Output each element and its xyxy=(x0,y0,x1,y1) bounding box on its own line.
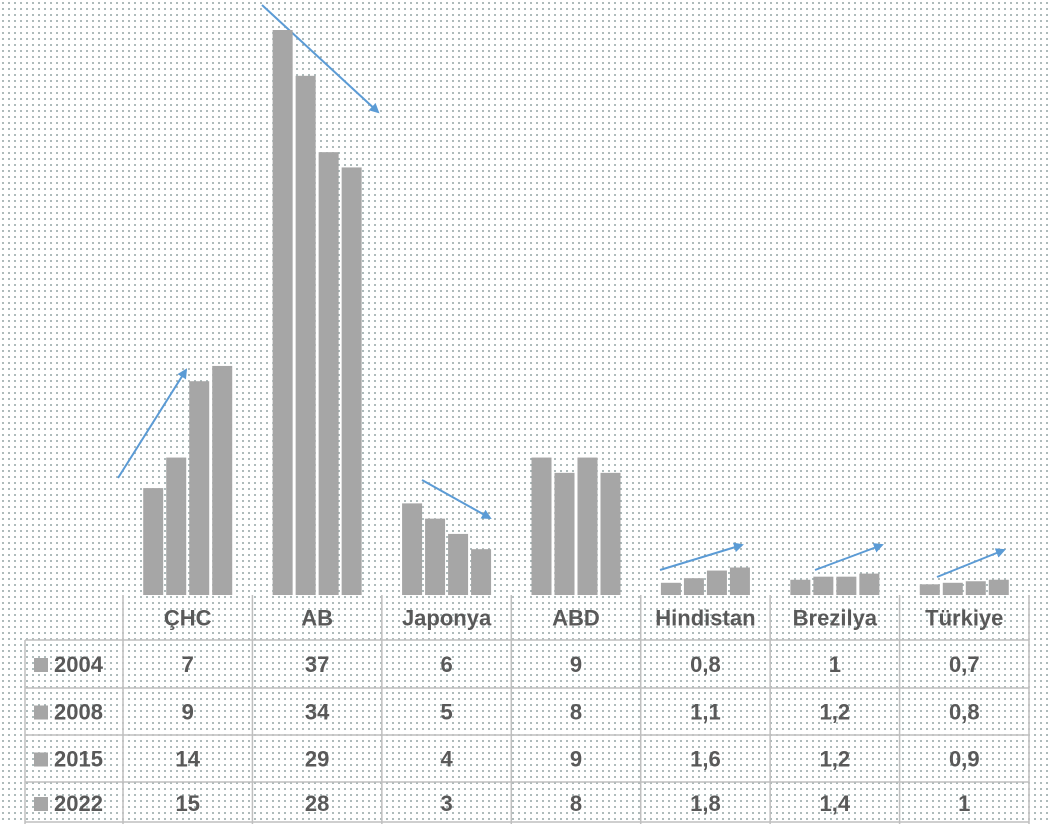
bar xyxy=(729,567,750,595)
category-label: ÇHC xyxy=(164,605,212,630)
value-label: 1,8 xyxy=(690,791,721,816)
trend-arrows xyxy=(117,4,1006,578)
value-label: 8 xyxy=(570,791,582,816)
bar xyxy=(318,152,339,595)
legend-swatch xyxy=(34,658,48,672)
bar xyxy=(706,570,727,595)
bar xyxy=(919,584,940,595)
bar xyxy=(859,573,880,595)
bar xyxy=(554,472,575,595)
value-label: 0,7 xyxy=(949,652,980,677)
bar xyxy=(683,578,704,595)
legend-label: 2008 xyxy=(54,699,103,724)
value-label: 9 xyxy=(182,699,194,724)
legend-swatch xyxy=(34,797,48,811)
bar xyxy=(212,365,233,595)
bar xyxy=(600,472,621,595)
legend-swatch xyxy=(34,752,48,767)
value-label: 9 xyxy=(570,746,582,771)
value-label: 1 xyxy=(958,791,970,816)
value-label: 4 xyxy=(440,746,453,771)
bar xyxy=(471,549,492,595)
bar xyxy=(577,457,598,595)
value-label: 9 xyxy=(570,652,582,677)
legend-label: 2004 xyxy=(54,652,104,677)
value-label: 14 xyxy=(175,746,200,771)
bar xyxy=(189,381,210,595)
value-label: 8 xyxy=(570,699,582,724)
value-label: 5 xyxy=(440,699,452,724)
value-label: 3 xyxy=(440,791,452,816)
value-label: 29 xyxy=(305,746,329,771)
bar xyxy=(341,167,362,595)
category-label: AB xyxy=(301,605,333,630)
value-label: 0,8 xyxy=(690,652,721,677)
value-label: 37 xyxy=(305,652,329,677)
value-label: 0,9 xyxy=(949,746,980,771)
bar xyxy=(143,488,164,595)
value-label: 1,1 xyxy=(690,699,721,724)
bar xyxy=(942,582,963,595)
bar xyxy=(166,457,187,595)
value-label: 6 xyxy=(440,652,452,677)
category-label: Brezilya xyxy=(793,605,878,630)
bar xyxy=(790,579,811,595)
value-label: 1,2 xyxy=(820,699,851,724)
value-label: 1 xyxy=(829,652,841,677)
bar xyxy=(448,533,469,595)
bar xyxy=(988,579,1009,595)
bar xyxy=(272,30,293,595)
legend-label: 2015 xyxy=(54,746,103,771)
value-label: 1,6 xyxy=(690,746,721,771)
bar xyxy=(836,576,857,595)
legend-swatch xyxy=(34,705,48,720)
value-label: 15 xyxy=(175,791,199,816)
value-label: 1,4 xyxy=(820,791,851,816)
bar xyxy=(531,457,552,595)
bar xyxy=(965,581,986,595)
legend-label: 2022 xyxy=(54,791,103,816)
bar xyxy=(813,576,834,595)
value-label: 34 xyxy=(305,699,330,724)
bar xyxy=(295,75,316,596)
value-label: 7 xyxy=(182,652,194,677)
value-label: 28 xyxy=(305,791,329,816)
category-label: Türkiye xyxy=(925,605,1003,630)
category-label: ABD xyxy=(552,605,600,630)
value-label: 1,2 xyxy=(820,746,851,771)
category-label: Japonya xyxy=(402,605,492,630)
value-label: 0,8 xyxy=(949,699,980,724)
bar xyxy=(402,503,423,595)
category-label: Hindistan xyxy=(655,605,755,630)
bar xyxy=(660,582,681,595)
bar xyxy=(425,518,446,595)
